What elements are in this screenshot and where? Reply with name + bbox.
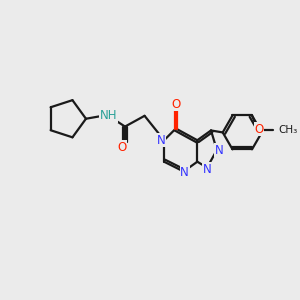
Text: O: O [171, 98, 181, 111]
Text: N: N [180, 166, 189, 179]
Text: CH₃: CH₃ [278, 125, 298, 135]
Text: NH: NH [100, 109, 117, 122]
Text: O: O [254, 123, 263, 136]
Text: N: N [203, 163, 212, 176]
Text: N: N [214, 143, 223, 157]
Text: N: N [157, 134, 166, 147]
Text: O: O [118, 141, 127, 154]
